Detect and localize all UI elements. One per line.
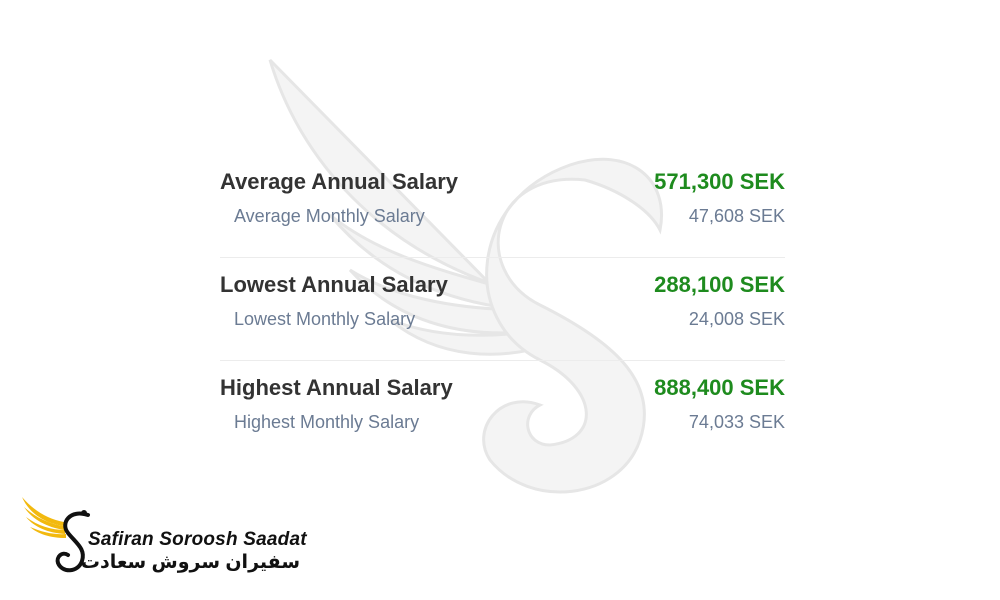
annual-label: Highest Annual Salary xyxy=(220,375,453,400)
salary-list: Average Annual Salary 571,300 SEK Averag… xyxy=(220,155,785,464)
monthly-value: 24,008 SEK xyxy=(688,309,785,329)
annual-row: Lowest Annual Salary 288,100 SEK xyxy=(220,272,785,298)
annual-value: 888,400 SEK xyxy=(654,375,785,400)
annual-row: Highest Annual Salary 888,400 SEK xyxy=(220,375,785,401)
winged-s-icon xyxy=(22,497,90,573)
monthly-row: Average Monthly Salary 47,608 SEK xyxy=(220,206,785,227)
winged-s-watermark-icon xyxy=(268,58,663,494)
annual-row: Average Annual Salary 571,300 SEK xyxy=(220,169,785,195)
salary-block-average: Average Annual Salary 571,300 SEK Averag… xyxy=(220,155,785,258)
monthly-row: Lowest Monthly Salary 24,008 SEK xyxy=(220,309,785,330)
company-logo: Safiran Soroosh Saadat سفیران سروش سعادت xyxy=(20,493,307,583)
monthly-value: 74,033 SEK xyxy=(688,412,785,432)
monthly-label: Highest Monthly Salary xyxy=(234,412,420,432)
monthly-label: Average Monthly Salary xyxy=(234,206,425,226)
logo-persian-text: سفیران سروش سعادت xyxy=(80,552,300,573)
annual-value: 571,300 SEK xyxy=(654,169,785,194)
monthly-row: Highest Monthly Salary 74,033 SEK xyxy=(220,412,785,433)
annual-value: 288,100 SEK xyxy=(654,272,785,297)
annual-label: Average Annual Salary xyxy=(220,169,459,194)
monthly-label: Lowest Monthly Salary xyxy=(234,309,416,329)
logo-latin-text: Safiran Soroosh Saadat xyxy=(88,529,307,550)
monthly-value: 47,608 SEK xyxy=(688,206,785,226)
annual-label: Lowest Annual Salary xyxy=(220,272,448,297)
salary-block-lowest: Lowest Annual Salary 288,100 SEK Lowest … xyxy=(220,258,785,361)
salary-block-highest: Highest Annual Salary 888,400 SEK Highes… xyxy=(220,361,785,464)
